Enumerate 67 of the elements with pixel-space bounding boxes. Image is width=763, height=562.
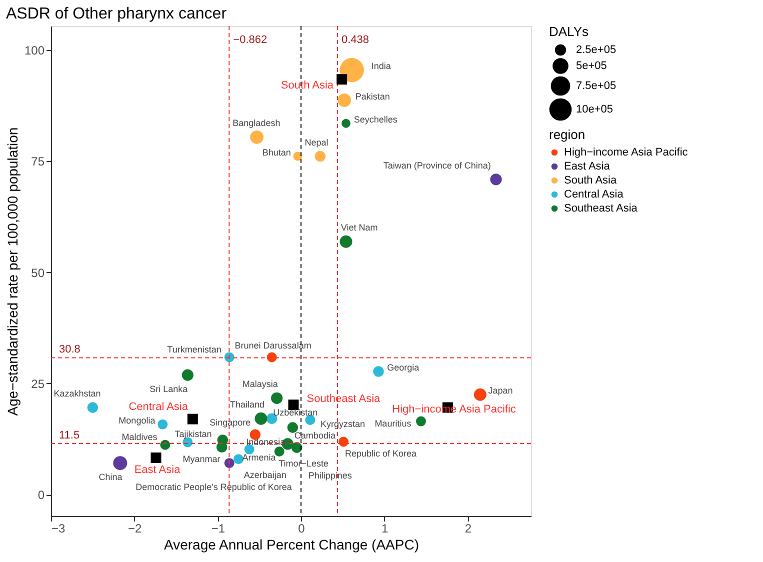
data-label: Viet Nam — [340, 222, 378, 233]
data-label: Central Asia — [128, 401, 189, 414]
data-label: Georgia — [387, 362, 420, 372]
x-tick-label: 1 — [381, 522, 388, 536]
x-tick-label: −1 — [211, 522, 226, 536]
legend-label: 10e+05 — [576, 104, 614, 116]
ref-line-label: −0.862 — [233, 34, 268, 46]
data-label: Republic of Korea — [344, 448, 416, 459]
legend-label: 7.5e+05 — [576, 80, 616, 92]
ref-line-label: 11.5 — [59, 430, 80, 442]
data-label: Thailand — [230, 400, 265, 410]
text: region — [549, 127, 586, 142]
legend-label: 5e+05 — [576, 60, 607, 72]
data-label: Democratic People's Republic of Korea — [136, 482, 292, 492]
data-label: India — [371, 61, 391, 72]
y-tick-label: 100 — [24, 44, 45, 58]
data-label: Cambodia — [294, 430, 336, 441]
data-label: Azerbaijan — [244, 470, 286, 480]
data-label: Brunei Darussalam — [234, 340, 312, 350]
data-label: Bhutan — [262, 147, 291, 158]
x-tick-label: −3 — [52, 522, 66, 536]
data-label: Kazakhstan — [54, 388, 101, 399]
data-label: Seychelles — [354, 114, 398, 124]
data-label: Japan — [488, 386, 513, 396]
ref-line-label: 30.8 — [59, 344, 80, 356]
data-label: Southeast Asia — [306, 392, 382, 405]
legend-label: East Asia — [564, 160, 611, 172]
data-label: Timor−Leste — [278, 458, 329, 469]
data-label: China — [98, 472, 122, 482]
x-tick-label: 2 — [464, 522, 472, 536]
data-label: Malaysia — [242, 379, 278, 390]
legend-label: High−income Asia Pacific — [564, 146, 688, 158]
data-label: Myanmar — [182, 454, 220, 464]
data-label: Pakistan — [355, 91, 390, 102]
data-label: Turkmenistan — [167, 344, 222, 354]
data-label: Kyrgyzstan — [320, 418, 366, 429]
data-label: Singapore — [210, 418, 251, 428]
x-tick-label: 0 — [298, 522, 306, 536]
legend-label: 2.5e+05 — [576, 44, 616, 56]
point — [150, 452, 162, 463]
data-label: Mauritius — [374, 418, 412, 428]
y-tick-label: 75 — [31, 154, 45, 169]
data-label: Mongolia — [118, 415, 156, 426]
data-label: Bangladesh — [232, 118, 280, 128]
data-label: Armenia — [242, 452, 276, 462]
legend-label: South Asia — [564, 174, 618, 186]
data-label: Tajikistan — [174, 429, 212, 440]
x-axis-title: Average Annual Percent Change (AAPC) — [164, 536, 420, 552]
data-label: Nepal — [304, 137, 328, 148]
data-label: Taiwan (Province of China) — [383, 160, 491, 170]
text: DALYs — [549, 24, 588, 39]
data-label: South Asia — [280, 79, 334, 92]
data-label: Maldives — [122, 432, 158, 442]
legend-label: Central Asia — [564, 188, 624, 200]
x-tick-label: −2 — [128, 522, 142, 536]
data-label: East Asia — [134, 464, 182, 476]
ref-line-label: 0.438 — [342, 34, 370, 46]
y-tick-label: 0 — [38, 488, 45, 502]
y-tick-label: 50 — [31, 266, 45, 280]
point — [336, 74, 348, 85]
chart-title: ASDR of Other pharynx cancer — [6, 6, 228, 22]
legend-label: Southeast Asia — [564, 202, 638, 214]
data-label: Philippines — [308, 470, 352, 481]
point — [187, 414, 198, 424]
y-tick-label: 25 — [31, 376, 45, 391]
y-axis-title: Age−standardized rate per 100,000 population — [4, 127, 20, 416]
data-label: Sri Lanka — [150, 384, 188, 394]
